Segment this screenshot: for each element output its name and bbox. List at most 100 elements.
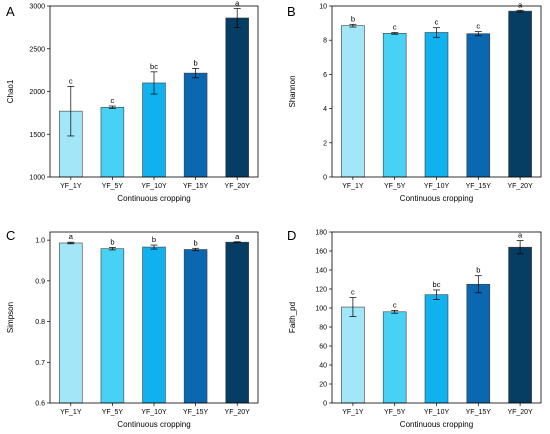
bar (341, 306, 365, 404)
x-tick-label: YF_1Y (60, 183, 82, 190)
plot-frame (331, 5, 542, 178)
y-tick-label: 2000 (29, 89, 45, 96)
y-tick-label: 0 (323, 175, 327, 182)
x-tick-label: YF_10Y (424, 409, 450, 416)
y-axis-label: Simpson (6, 302, 15, 333)
significance-label: b (194, 238, 198, 247)
y-tick-label: 4 (323, 106, 327, 113)
x-tick-label: YF_20Y (225, 409, 251, 416)
y-tick-label: 60 (319, 344, 327, 351)
y-tick-label: 0 (323, 401, 327, 408)
panel-a: Ac YF_1Y c YF_5Y bc YF_10Y b YF_15Y a YF_20Y 1000 1… (6, 0, 250, 203)
y-tick-label: 3000 (29, 4, 45, 11)
y-tick-label: 140 (315, 268, 327, 275)
significance-label: c (476, 22, 480, 31)
y-tick-label: 20 (319, 382, 327, 389)
panel-d: Dc YF_1Y c YF_5Y bc YF_10Y b YF_15Y a YF_20Y 0 20 40… (287, 228, 533, 429)
bar (382, 311, 407, 404)
bar (424, 294, 449, 404)
y-tick-label: 80 (319, 325, 327, 332)
significance-label: b (152, 235, 156, 244)
bar (424, 32, 449, 178)
panel-label: C (6, 228, 15, 243)
y-tick-label: 1000 (29, 175, 45, 182)
bar (508, 246, 532, 404)
plot-frame (49, 231, 259, 404)
x-axis-label: Continuous cropping (117, 194, 190, 203)
y-tick-label: 120 (315, 287, 327, 294)
significance-label: a (235, 232, 240, 241)
significance-label: c (351, 288, 355, 297)
significance-label: b (194, 58, 198, 67)
bar (100, 107, 125, 178)
y-tick-label: 0.8 (35, 319, 45, 326)
panel-label: A (6, 4, 15, 19)
significance-label: a (518, 231, 523, 240)
significance-label: bc (433, 280, 441, 289)
bar (382, 33, 407, 178)
y-tick-label: 0.7 (35, 360, 45, 367)
y-tick-label: 180 (315, 230, 327, 237)
bar (183, 249, 208, 404)
bar (341, 25, 365, 178)
x-tick-label: YF_20Y (225, 183, 251, 190)
bar (225, 17, 249, 178)
y-tick-label: 160 (315, 249, 327, 256)
bar (183, 72, 208, 178)
significance-label: b (110, 237, 114, 246)
bar (100, 248, 125, 404)
y-tick-label: 2500 (29, 46, 45, 53)
x-tick-label: YF_15Y (183, 183, 209, 190)
bar (508, 10, 532, 178)
y-tick-label: 1.0 (35, 238, 45, 245)
significance-label: b (476, 266, 480, 275)
panel-label: D (287, 228, 296, 243)
y-tick-label: 0.6 (35, 401, 45, 408)
x-tick-label: YF_10Y (141, 183, 167, 190)
x-tick-label: YF_5Y (384, 409, 406, 416)
significance-label: a (235, 0, 240, 8)
significance-label: c (111, 96, 115, 105)
plot-frame (331, 231, 542, 404)
y-tick-label: 2 (323, 140, 327, 147)
panel-label: B (287, 4, 296, 19)
x-tick-label: YF_1Y (60, 409, 82, 416)
x-tick-label: YF_10Y (141, 409, 167, 416)
y-tick-label: 0.9 (35, 278, 45, 285)
significance-label: c (69, 76, 73, 85)
x-tick-label: YF_5Y (102, 183, 124, 190)
x-tick-label: YF_15Y (466, 183, 492, 190)
y-tick-label: 8 (323, 38, 327, 45)
x-tick-label: YF_20Y (507, 409, 533, 416)
y-tick-label: 1500 (29, 132, 45, 139)
significance-label: a (518, 0, 523, 9)
significance-label: c (435, 18, 439, 27)
significance-label: a (69, 232, 74, 241)
x-tick-label: YF_15Y (466, 409, 492, 416)
x-tick-label: YF_10Y (424, 183, 450, 190)
x-axis-label: Continuous cropping (117, 420, 190, 429)
significance-label: b (351, 14, 355, 23)
bar (142, 246, 166, 404)
x-axis-label: Continuous cropping (400, 194, 473, 203)
bar (225, 241, 249, 404)
x-tick-label: YF_5Y (384, 183, 406, 190)
x-tick-label: YF_1Y (342, 183, 364, 190)
significance-label: c (393, 23, 397, 32)
y-tick-label: 10 (319, 4, 327, 11)
y-axis-label: Shannon (288, 75, 297, 107)
y-axis-label: Chao1 (6, 79, 15, 103)
y-tick-label: 40 (319, 363, 327, 370)
y-tick-label: 100 (315, 306, 327, 313)
bar (59, 242, 83, 404)
significance-label: bc (150, 62, 158, 71)
bar (466, 283, 491, 404)
x-tick-label: YF_5Y (102, 409, 124, 416)
plot-frame (49, 5, 259, 178)
x-tick-label: YF_20Y (507, 183, 533, 190)
bar (466, 33, 491, 178)
significance-label: c (393, 300, 397, 309)
x-axis-label: Continuous cropping (400, 420, 473, 429)
